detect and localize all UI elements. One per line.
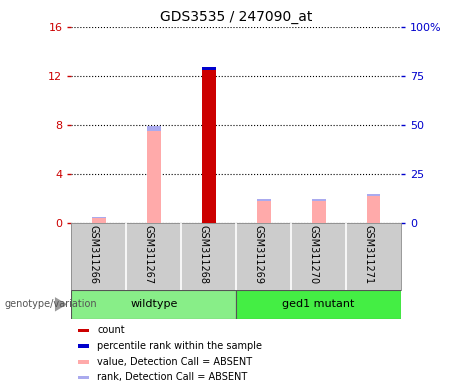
Bar	[92, 218, 106, 223]
Bar	[367, 194, 380, 196]
Bar	[367, 196, 380, 223]
Text: GSM311269: GSM311269	[254, 225, 264, 284]
Text: genotype/variation: genotype/variation	[5, 299, 97, 310]
Bar	[312, 199, 325, 201]
Title: GDS3535 / 247090_at: GDS3535 / 247090_at	[160, 10, 313, 25]
Text: count: count	[97, 326, 125, 336]
Bar	[257, 199, 271, 201]
Text: GSM311270: GSM311270	[309, 225, 319, 284]
Bar	[71, 290, 236, 319]
Text: wildtype: wildtype	[130, 299, 177, 310]
Polygon shape	[55, 297, 67, 311]
Bar	[202, 67, 216, 70]
Bar	[78, 329, 89, 332]
Text: GSM311268: GSM311268	[199, 225, 209, 284]
Text: GSM311267: GSM311267	[144, 225, 154, 284]
Text: ged1 mutant: ged1 mutant	[283, 299, 355, 310]
Text: percentile rank within the sample: percentile rank within the sample	[97, 341, 262, 351]
Text: rank, Detection Call = ABSENT: rank, Detection Call = ABSENT	[97, 372, 248, 382]
Bar	[202, 70, 216, 223]
Bar	[147, 126, 161, 131]
Bar	[78, 344, 89, 348]
Text: GSM311271: GSM311271	[364, 225, 373, 284]
Bar	[147, 131, 161, 223]
Bar	[257, 201, 271, 223]
Bar	[236, 290, 401, 319]
Text: GSM311266: GSM311266	[89, 225, 99, 284]
Bar	[78, 376, 89, 379]
Bar	[78, 360, 89, 364]
Text: value, Detection Call = ABSENT: value, Detection Call = ABSENT	[97, 357, 252, 367]
Bar	[312, 201, 325, 223]
Bar	[92, 217, 106, 218]
